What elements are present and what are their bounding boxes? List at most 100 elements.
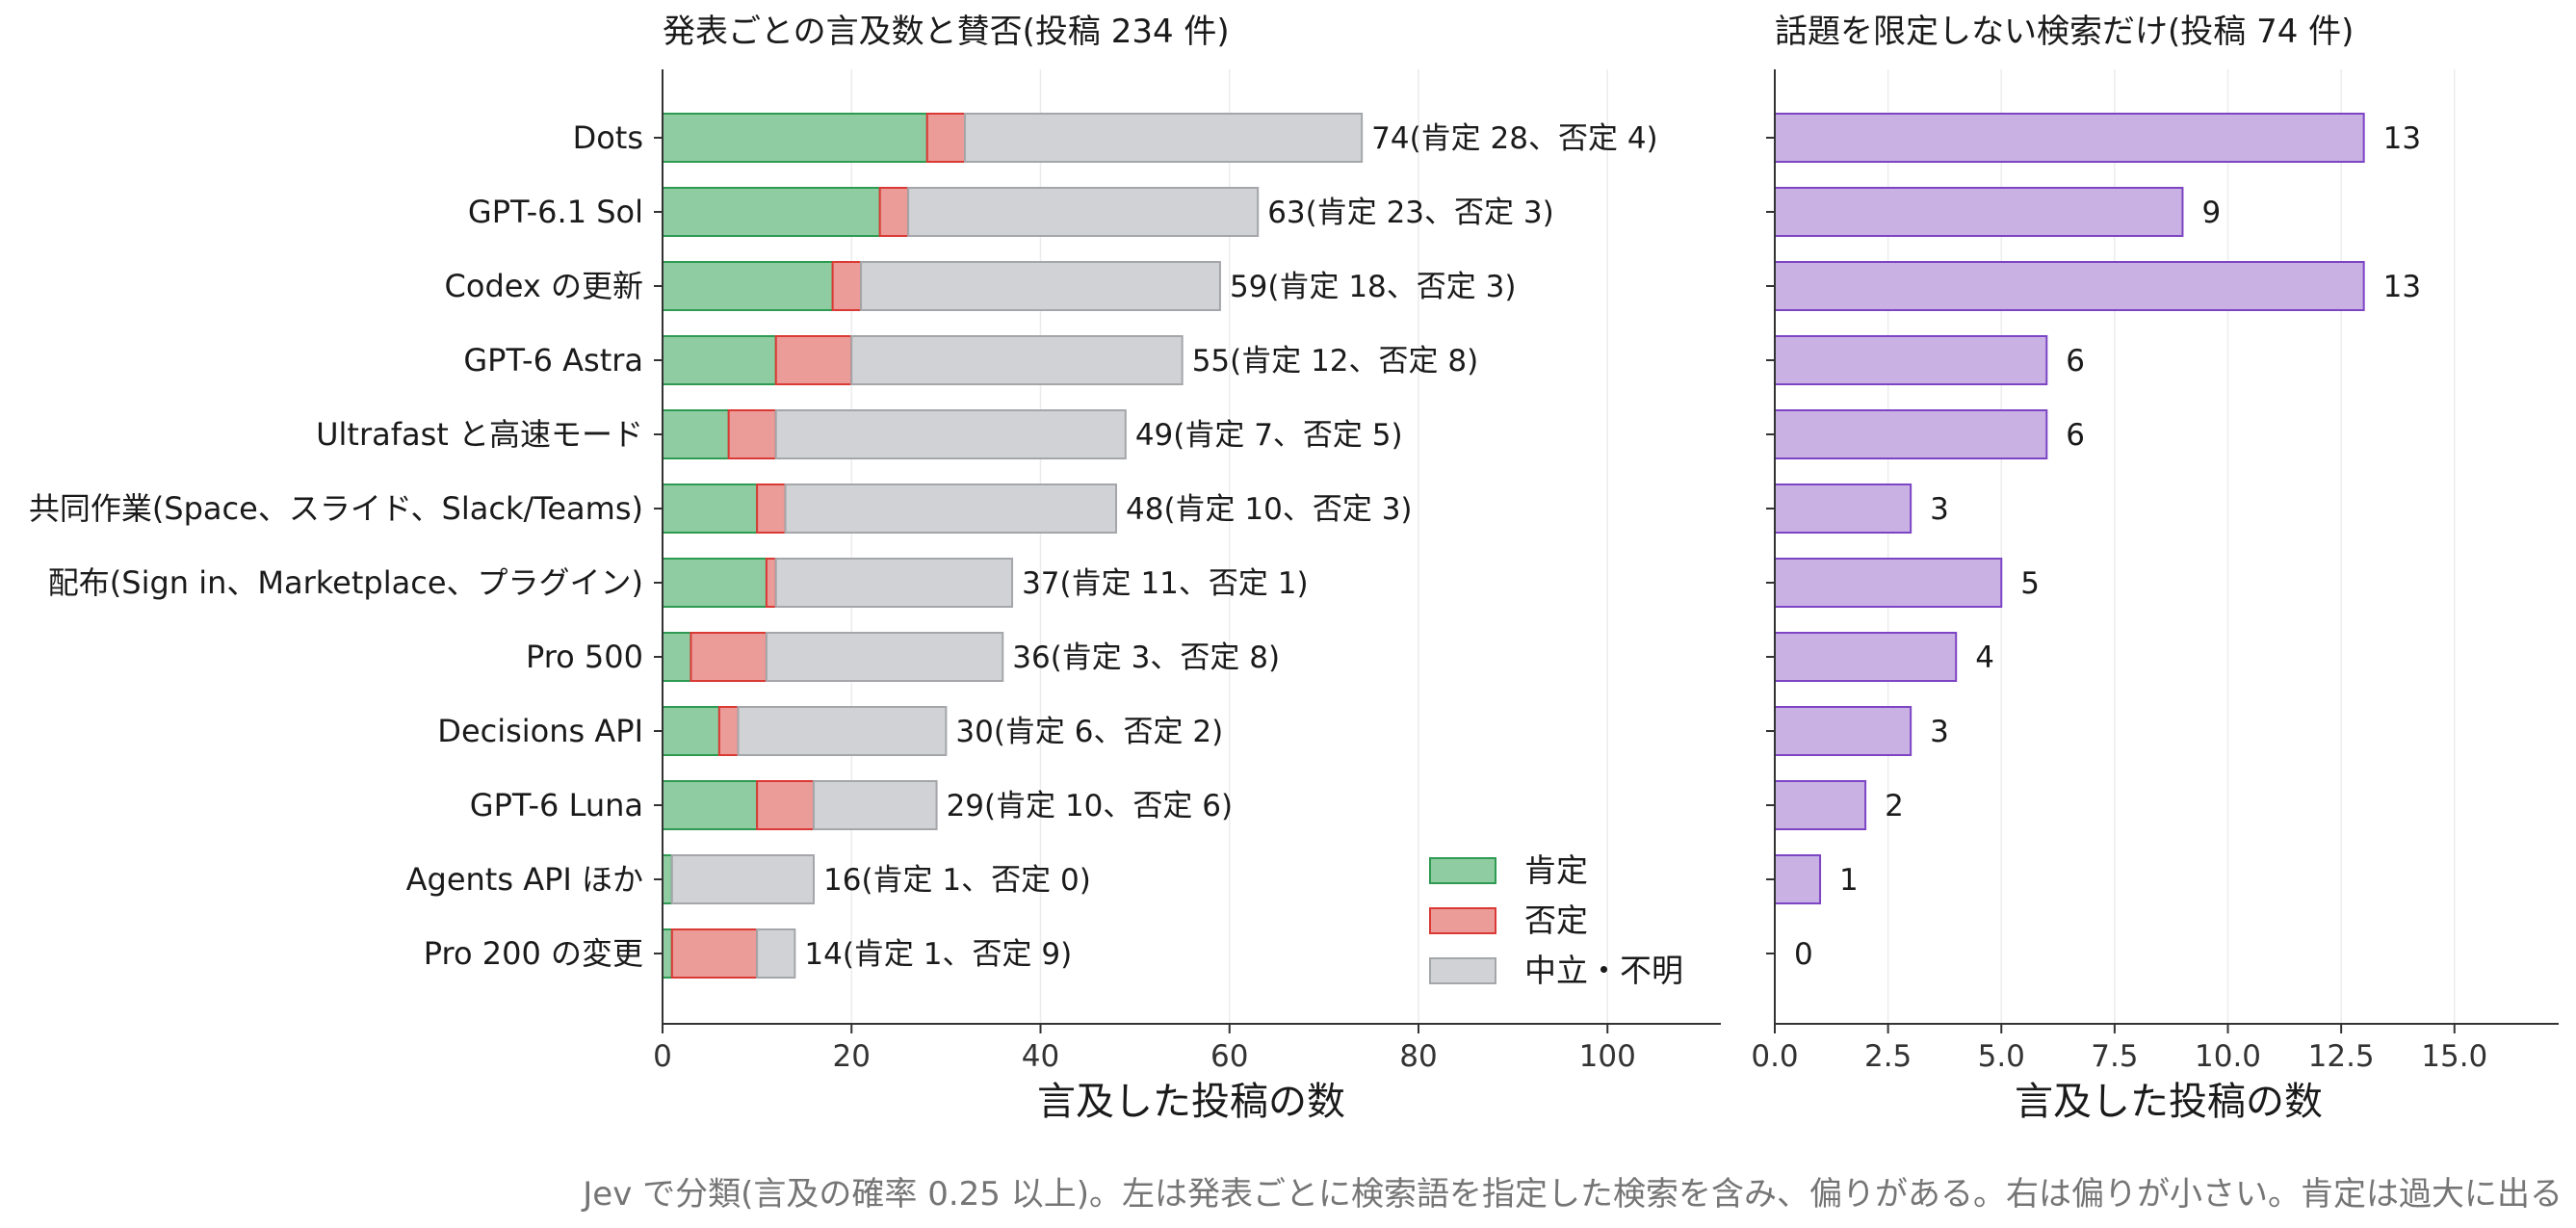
legend-swatch-negative (1429, 907, 1496, 934)
bar-neutral (964, 113, 1364, 163)
right-data-label: 3 (1930, 715, 1949, 749)
right-x-tick-label: 0.0 (1751, 1039, 1798, 1074)
left-chart-title: 発表ごとの言及数と賛否(投稿 234 件) (663, 13, 1230, 51)
figure-caption: Jev で分類(言及の確率 0.25 以上)。左は発表ごとに検索語を指定した検索… (583, 1175, 2563, 1214)
bar-negative (774, 335, 853, 385)
left-data-label: 36(肯定 3、否定 8) (1012, 640, 1280, 675)
bar-positive (662, 187, 881, 237)
bar-positive (662, 261, 834, 311)
bar-positive (662, 558, 768, 608)
right-bars (1774, 113, 2365, 904)
bar-neutral (774, 558, 1014, 608)
bar-negative (690, 632, 768, 682)
bar-positive (662, 706, 720, 756)
right-bar (1774, 854, 1822, 904)
right-x-tick-label: 15.0 (2421, 1039, 2487, 1074)
left-data-labels: 74(肯定 28、否定 4) 63(肯定 23、否定 3) 59(肯定 18、否定 … (804, 121, 1657, 972)
left-category-label: Pro 500 (526, 639, 643, 675)
left-category-label: Dots (573, 119, 643, 156)
right-data-label: 5 (2020, 566, 2040, 601)
right-data-label: 3 (1930, 492, 1949, 527)
legend-swatch-positive (1429, 857, 1496, 884)
right-x-axis-label: 言及した投稿の数 (2015, 1080, 2323, 1124)
right-bar (1774, 483, 1912, 534)
bar-negative (831, 261, 863, 311)
bar-positive (662, 409, 730, 459)
right-data-label: 13 (2383, 270, 2421, 304)
right-bar (1774, 706, 1912, 756)
left-data-label: 63(肯定 23、否定 3) (1267, 196, 1554, 230)
right-x-tick-label: 12.5 (2308, 1039, 2375, 1074)
right-data-label: 1 (1839, 863, 1859, 898)
left-bars (662, 113, 1364, 979)
bar-neutral (737, 706, 948, 756)
left-data-label: 14(肯定 1、否定 9) (804, 937, 1072, 972)
right-bar (1774, 261, 2365, 311)
bar-neutral (756, 928, 796, 979)
left-category-label: Agents API ほか (406, 861, 643, 898)
right-bar (1774, 780, 1867, 830)
left-data-label: 37(肯定 11、否定 1) (1022, 566, 1309, 601)
left-data-label: 74(肯定 28、否定 4) (1371, 121, 1658, 156)
right-x-tick-label: 5.0 (1978, 1039, 2025, 1074)
bar-positive (662, 113, 928, 163)
bar-neutral (907, 187, 1260, 237)
left-category-label: 配布(Sign in、Marketplace、プラグイン) (48, 564, 643, 601)
right-bar (1774, 409, 2048, 459)
left-category-label: GPT-6 Luna (470, 787, 643, 823)
bar-positive (662, 483, 759, 534)
bar-negative (756, 780, 815, 830)
bar-negative (878, 187, 910, 237)
left-axes: Dots GPT-6.1 Sol Codex の更新 GPT-6 Astra Ultra… (29, 69, 1721, 1074)
left-x-tick-label: 100 (1579, 1039, 1636, 1074)
right-bar (1774, 187, 2184, 237)
left-category-label: Codex の更新 (445, 268, 643, 304)
legend-swatch-neutral (1429, 957, 1496, 984)
left-data-label: 49(肯定 7、否定 5) (1135, 418, 1403, 453)
left-category-label: GPT-6 Astra (463, 342, 643, 379)
bar-negative (717, 706, 740, 756)
left-category-label: 共同作業(Space、スライド、Slack/Teams) (29, 490, 643, 527)
bar-negative (756, 483, 787, 534)
legend-label: 肯定 (1524, 851, 1588, 889)
left-x-tick-label: 60 (1210, 1039, 1248, 1074)
right-data-label: 6 (2066, 344, 2085, 379)
right-data-labels: 13 9 13 6 6 3 5 4 3 2 1 0 (1794, 121, 2421, 972)
bar-negative (670, 928, 759, 979)
bar-negative (765, 558, 777, 608)
left-data-label: 55(肯定 12、否定 8) (1192, 344, 1479, 379)
right-data-label: 0 (1794, 937, 1813, 972)
right-x-tick-label: 7.5 (2091, 1039, 2138, 1074)
bar-positive (662, 335, 777, 385)
bar-neutral (813, 780, 938, 830)
bar-negative (727, 409, 777, 459)
bar-neutral (784, 483, 1117, 534)
bar-neutral (850, 335, 1184, 385)
right-data-label: 9 (2201, 196, 2221, 230)
left-data-label: 16(肯定 1、否定 0) (823, 863, 1091, 898)
left-category-label: Pro 200 の変更 (424, 935, 643, 972)
bar-neutral (774, 409, 1127, 459)
legend-label: 中立・不明 (1524, 952, 1683, 989)
right-axes: 0.0 2.5 5.0 7.5 10.0 12.5 15.0 (1751, 69, 2559, 1074)
bar-positive (662, 928, 673, 979)
right-data-label: 6 (2066, 418, 2085, 453)
left-x-tick-label: 20 (833, 1039, 871, 1074)
right-bar (1774, 113, 2365, 163)
left-x-tick-label: 80 (1399, 1039, 1437, 1074)
bar-negative (925, 113, 966, 163)
left-data-label: 48(肯定 10、否定 3) (1126, 492, 1413, 527)
left-x-tick-label: 40 (1022, 1039, 1059, 1074)
bar-neutral (860, 261, 1221, 311)
left-category-label: Decisions API (437, 713, 643, 749)
left-data-label: 59(肯定 18、否定 3) (1230, 270, 1517, 304)
left-data-label: 29(肯定 10、否定 6) (947, 789, 1234, 823)
right-bar (1774, 558, 2003, 608)
right-x-tick-label: 2.5 (1864, 1039, 1912, 1074)
bar-neutral (765, 632, 1004, 682)
right-x-tick-label: 10.0 (2195, 1039, 2261, 1074)
bar-positive (662, 780, 759, 830)
left-data-label: 30(肯定 6、否定 2) (955, 715, 1223, 749)
